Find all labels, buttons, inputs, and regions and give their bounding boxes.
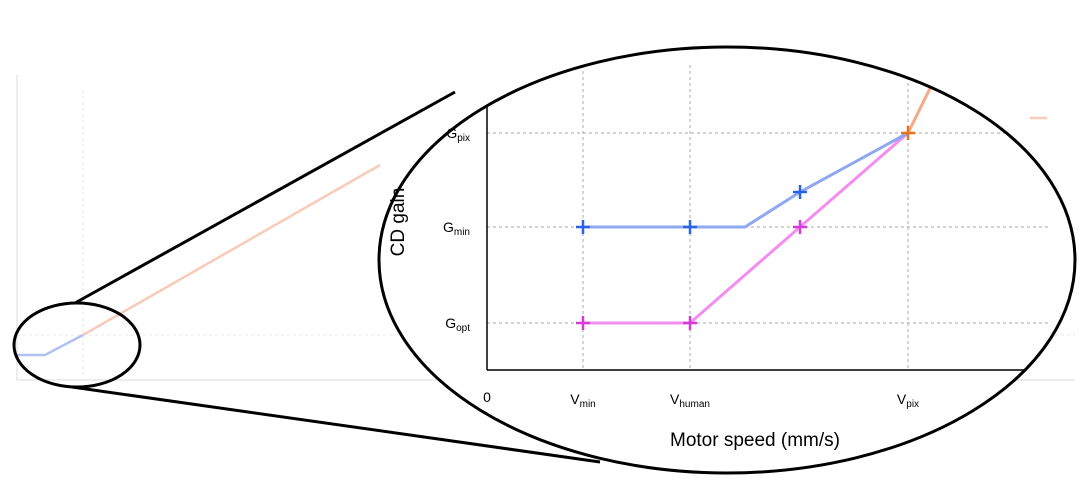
zoom-bg bbox=[379, 47, 1075, 473]
tick-sub: opt bbox=[456, 323, 470, 334]
grid bbox=[487, 65, 1050, 370]
bg-orange-line bbox=[82, 163, 381, 337]
tick-sub: pix bbox=[457, 133, 470, 144]
x-tick-label: Vhuman bbox=[670, 391, 710, 410]
bg-blue-line bbox=[17, 333, 84, 357]
y-tick-label: Gpix bbox=[446, 125, 470, 144]
tick-sub: human bbox=[679, 399, 710, 410]
tick-base: V bbox=[670, 391, 680, 407]
x-tick-label: Vpix bbox=[897, 391, 919, 410]
tick-base: V bbox=[897, 391, 907, 407]
zoom-connector bbox=[71, 385, 601, 464]
zoom-source bbox=[12, 301, 142, 389]
x-tick-label: Vmin bbox=[570, 391, 595, 410]
tick-base: V bbox=[570, 391, 580, 407]
tick-sub: min bbox=[580, 399, 596, 410]
magenta-line bbox=[583, 131, 909, 325]
tick-base: G bbox=[446, 125, 457, 141]
blue-line bbox=[583, 131, 909, 229]
orange-marker bbox=[901, 126, 915, 140]
inner-chart bbox=[486, 57, 1060, 371]
tick-sub: min bbox=[454, 227, 470, 238]
y-axis-label: CD gain bbox=[388, 188, 409, 257]
tick-base: G bbox=[445, 315, 456, 331]
y-tick-label: Gmin bbox=[443, 219, 470, 238]
tick-sub: pix bbox=[906, 399, 919, 410]
zoom-lens bbox=[377, 45, 1077, 475]
tick-base: G bbox=[443, 219, 454, 235]
zoom-connector bbox=[74, 90, 456, 305]
blue-markers bbox=[576, 185, 807, 234]
y-tick-label: Gopt bbox=[445, 315, 470, 334]
x-axis-label: Motor speed (mm/s) bbox=[670, 430, 840, 451]
magenta-markers bbox=[576, 220, 807, 330]
x-origin-label: 0 bbox=[483, 389, 491, 405]
